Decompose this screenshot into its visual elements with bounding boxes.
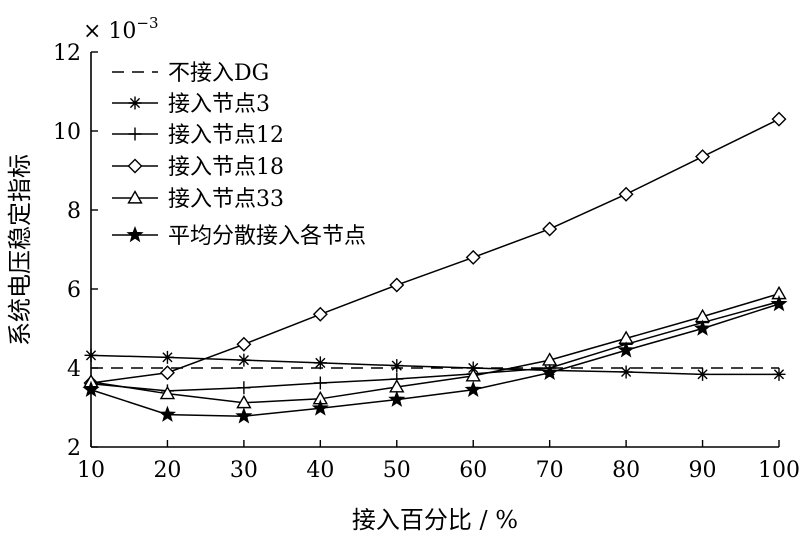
legend-marker-triangle xyxy=(127,190,143,204)
y-tick-label: 12 xyxy=(53,41,81,66)
series-layer xyxy=(82,111,788,424)
data-point-diamond xyxy=(465,249,481,265)
x-tick-label: 40 xyxy=(306,458,334,483)
series-line xyxy=(90,293,780,404)
legend-item: 不接入DG xyxy=(112,61,269,86)
data-point-diamond xyxy=(312,306,328,322)
legend: 不接入DG 接入节点3 接入节点12 接入节点18 接入节点33 平均分散接入各节点 xyxy=(112,61,366,249)
legend-item: 接入节点12 xyxy=(112,123,284,148)
legend-item: 接入节点18 xyxy=(112,155,284,180)
y-axis-title: 系统电压稳定指标 xyxy=(6,154,34,346)
series-line xyxy=(90,300,780,392)
legend-marker-plus xyxy=(128,127,142,141)
data-point-asterisk xyxy=(313,356,327,370)
y-tick-label: 2 xyxy=(67,436,81,461)
data-point-diamond xyxy=(618,186,634,202)
data-point-star xyxy=(541,363,559,381)
data-point-plus xyxy=(313,376,327,390)
legend-item: 接入节点3 xyxy=(112,92,270,117)
data-point-diamond xyxy=(389,277,405,293)
legend-label: 接入节点3 xyxy=(168,92,270,117)
data-point-diamond xyxy=(771,111,787,127)
x-axis-title: 接入百分比 / % xyxy=(352,506,518,534)
x-tick-label: 60 xyxy=(459,458,487,483)
data-point-star xyxy=(311,399,329,416)
data-point-asterisk xyxy=(772,367,786,381)
x-tick-label: 10 xyxy=(77,458,105,483)
series-line xyxy=(90,303,780,417)
legend-item: 接入节点33 xyxy=(112,187,284,212)
y-multiplier-label: × 10−3 xyxy=(83,14,159,44)
data-point-star xyxy=(617,341,635,358)
series-5 xyxy=(83,285,787,409)
y-tick-label: 8 xyxy=(67,199,81,224)
legend-item: 平均分散接入各节点 xyxy=(112,224,366,249)
x-tick-label: 20 xyxy=(153,458,181,483)
data-point-diamond xyxy=(695,149,711,165)
data-point-asterisk xyxy=(84,348,98,362)
data-point-star xyxy=(464,380,482,398)
legend-label: 接入节点33 xyxy=(168,187,284,212)
data-point-star xyxy=(158,405,176,422)
legend-label: 不接入DG xyxy=(168,61,269,86)
data-point-star xyxy=(770,295,788,312)
x-tick-label: 30 xyxy=(230,458,258,483)
data-point-diamond xyxy=(542,221,558,237)
legend-marker-diamond xyxy=(127,158,143,174)
x-tick-label: 50 xyxy=(383,458,411,483)
data-point-triangle xyxy=(159,385,176,400)
data-point-asterisk xyxy=(160,350,174,364)
data-point-star xyxy=(82,380,100,398)
data-point-diamond xyxy=(236,336,252,352)
data-point-star xyxy=(694,319,712,336)
series-line xyxy=(90,118,780,384)
legend-label: 平均分散接入各节点 xyxy=(168,224,366,249)
legend-label: 接入节点12 xyxy=(168,123,284,148)
y-multiplier-times: × 10 xyxy=(83,19,136,44)
x-tick-label: 70 xyxy=(536,458,564,483)
x-tick-label: 90 xyxy=(689,458,717,483)
legend-marker-asterisk xyxy=(128,96,142,110)
data-point-asterisk xyxy=(237,353,251,367)
x-tick-label: 80 xyxy=(612,458,640,483)
data-point-diamond xyxy=(159,365,175,381)
y-tick-label: 10 xyxy=(53,120,81,145)
data-point-asterisk xyxy=(390,359,404,373)
data-point-asterisk xyxy=(696,367,710,381)
legend-marker-star xyxy=(126,226,144,243)
data-point-star xyxy=(388,390,406,407)
series-6 xyxy=(82,295,788,424)
x-axis-ticks: 10 20 30 40 50 60 70 80 90 100 xyxy=(77,440,800,483)
y-tick-label: 6 xyxy=(67,278,81,303)
data-point-star xyxy=(235,407,253,424)
data-point-asterisk xyxy=(619,365,633,379)
y-multiplier-exponent: −3 xyxy=(136,14,158,32)
legend-label: 接入节点18 xyxy=(168,155,284,180)
x-tick-label: 100 xyxy=(758,458,800,483)
y-tick-label: 4 xyxy=(67,357,81,382)
series-line xyxy=(90,354,779,376)
data-point-plus xyxy=(237,381,251,395)
y-axis-ticks: 2 4 6 8 10 12 xyxy=(53,41,98,461)
